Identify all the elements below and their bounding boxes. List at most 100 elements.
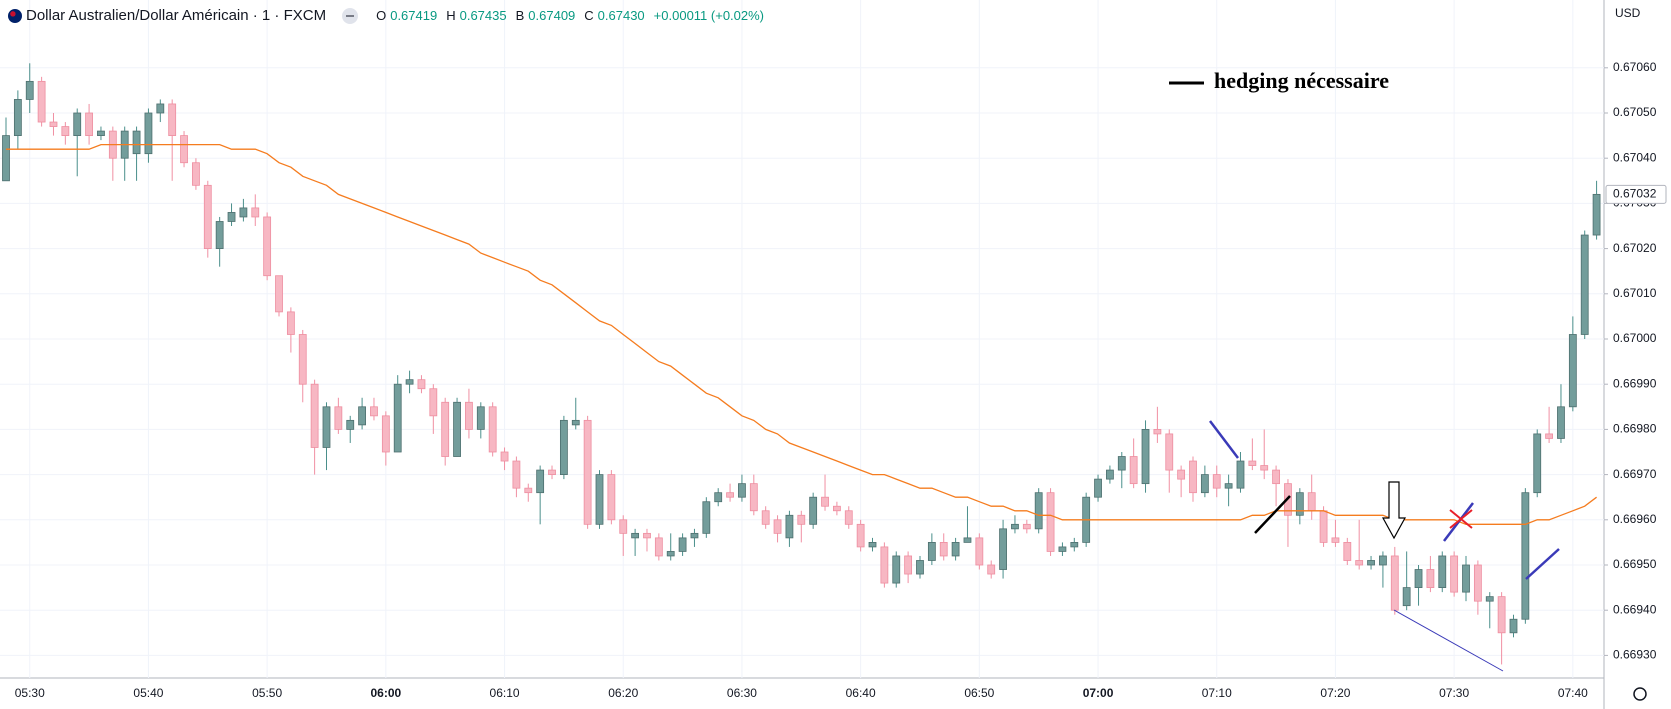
cross-mark: [1449, 509, 1473, 529]
settings-icon[interactable]: [1633, 687, 1647, 701]
candle-body: [1260, 465, 1269, 471]
candle-body: [654, 537, 663, 557]
candle-body: [1592, 193, 1601, 236]
candle-body: [595, 474, 604, 525]
x-tick-label: 07:10: [1202, 686, 1232, 700]
currency-selector[interactable]: USD: [1615, 6, 1641, 20]
candle-body: [868, 542, 877, 548]
candle-body: [393, 383, 402, 453]
drawings: hedging nécessaire: [1169, 68, 1560, 672]
candle-body: [1379, 555, 1387, 566]
ohlc-value: 0.67435: [459, 8, 507, 23]
symbol-flag: [8, 8, 22, 23]
candle-body: [1236, 460, 1245, 489]
candle-body: [417, 379, 426, 390]
candle-body: [619, 519, 628, 534]
candle-body: [1343, 542, 1352, 561]
candle-body: [453, 401, 461, 457]
candle-body: [1509, 618, 1518, 634]
symbol-name[interactable]: Dollar Australien/Dollar Américain · 1 ·…: [26, 7, 327, 24]
candle-body: [809, 496, 818, 525]
candle-body: [1497, 596, 1506, 634]
candle-body: [25, 80, 34, 100]
candle-body: [571, 419, 580, 426]
ohlc-value: 0.67419: [390, 8, 438, 23]
ohlc-key: B: [515, 8, 525, 23]
candle-body: [37, 80, 46, 123]
x-tick-label: 07:30: [1439, 686, 1469, 700]
candle-body: [97, 130, 105, 137]
y-tick-label: 0.66940: [1613, 602, 1657, 616]
candle-body: [1485, 596, 1494, 602]
ohlc-key: O: [376, 8, 387, 23]
candle-body: [583, 419, 592, 525]
candle-body: [631, 532, 640, 539]
arrow-down: [1381, 481, 1407, 540]
candle-body: [465, 401, 473, 430]
candle-body: [1438, 555, 1447, 589]
trend-line: [1209, 420, 1239, 459]
candle-body: [1189, 460, 1197, 494]
candle-body: [1402, 587, 1411, 607]
candle-body: [1177, 469, 1186, 480]
candle-body: [536, 469, 545, 494]
candle-body: [156, 103, 165, 114]
candle-body: [286, 311, 295, 335]
candle-body: [1390, 555, 1399, 611]
candle-body: [1295, 492, 1304, 516]
candle-body: [1580, 234, 1589, 335]
last-price-box: [1605, 184, 1667, 204]
collapse-button[interactable]: [342, 7, 359, 24]
x-tick-label: 06:20: [608, 686, 638, 700]
last-price-label: 0.67032: [1613, 187, 1657, 201]
candle-body: [833, 505, 841, 512]
candle-body: [1070, 542, 1079, 548]
x-tick-label: 06:00: [370, 686, 401, 700]
candle-body: [726, 492, 734, 498]
candle-body: [1094, 478, 1102, 498]
candle-body: [1462, 564, 1470, 593]
x-tick-label: 07:40: [1558, 686, 1588, 700]
candle-body: [1034, 492, 1043, 530]
candle-body: [1272, 469, 1280, 485]
candle-body: [203, 184, 212, 250]
candle-body: [1212, 474, 1221, 489]
candle-body: [1046, 492, 1055, 552]
candle-body: [405, 379, 414, 385]
candle-body: [239, 207, 248, 218]
x-tick-label: 06:10: [490, 686, 520, 700]
candle-body: [144, 112, 153, 155]
candle-body: [702, 501, 711, 534]
candle-body: [904, 555, 913, 575]
candle-body: [310, 383, 319, 448]
candle-body: [892, 555, 901, 584]
ohlc-value: 0.67430: [597, 8, 645, 23]
candle-body: [524, 487, 533, 494]
candle-body: [1414, 569, 1423, 589]
trend-line: [1525, 548, 1560, 580]
candle-body: [821, 496, 829, 507]
x-tick-label: 07:20: [1320, 686, 1350, 700]
candle-body: [298, 334, 307, 385]
x-tick-label: 05:40: [133, 686, 163, 700]
ohlc-key: C: [584, 8, 594, 23]
x-tick-label: 06:30: [727, 686, 757, 700]
candle-body: [263, 216, 272, 277]
candle-body: [1011, 523, 1019, 530]
candle-body: [85, 112, 93, 137]
candle-body: [215, 221, 224, 249]
candle-body: [358, 406, 367, 426]
candle-body: [476, 406, 485, 430]
candle-body: [797, 514, 806, 525]
candle-body: [643, 532, 651, 539]
candle-body: [13, 99, 22, 137]
candle-body: [1355, 560, 1364, 566]
x-tick-label: 06:40: [846, 686, 876, 700]
y-tick-label: 0.67010: [1613, 286, 1657, 300]
candle-body: [227, 212, 236, 222]
annotation: hedging nécessaire: [1214, 68, 1389, 93]
candle-body: [939, 542, 948, 557]
trend-line: [1254, 495, 1291, 534]
candle-body: [334, 406, 343, 430]
